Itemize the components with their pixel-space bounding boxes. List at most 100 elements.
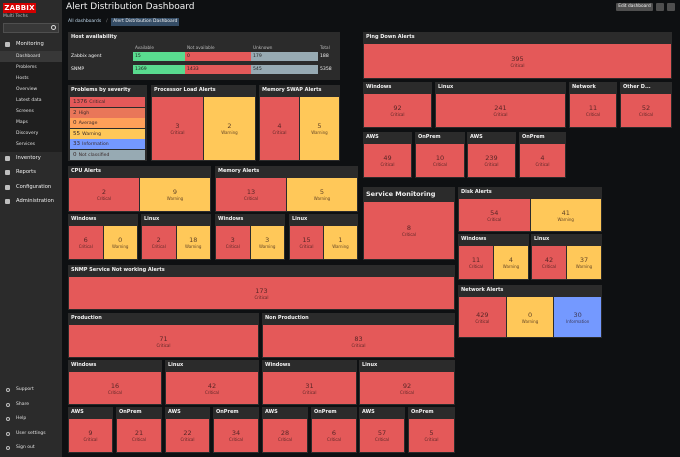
severity-cell[interactable]: 6 Critical (69, 226, 104, 259)
footer-item[interactable]: Help (0, 413, 62, 425)
severity-cell[interactable]: 52 Critical (621, 94, 671, 127)
severity-cell[interactable]: 10 Critical (416, 144, 464, 177)
severity-cell[interactable]: 429 Critical (459, 297, 507, 337)
fullscreen-button[interactable] (667, 3, 675, 11)
submenu-item[interactable]: Latest data (16, 98, 42, 103)
severity-cell[interactable]: 30 Information (554, 297, 602, 337)
severity-label: Warning (557, 216, 574, 222)
widget-title: AWS (470, 134, 483, 140)
severity-cell[interactable]: 2 Critical (142, 226, 177, 259)
severity-cell[interactable]: 42 Critical (532, 246, 567, 279)
menu-item[interactable]: Reports (0, 166, 62, 179)
severity-cell[interactable]: 13 Critical (216, 178, 287, 211)
severity-cell[interactable]: 92 Critical (360, 372, 454, 404)
severity-cell[interactable]: 173 Critical (69, 277, 454, 309)
widget-title: Host availability (71, 34, 117, 40)
severity-cell[interactable]: 6 Critical (312, 419, 356, 452)
footer-item[interactable]: User settings (0, 428, 62, 440)
severity-cell[interactable]: 41 Warning (530, 199, 601, 231)
menu-icon (5, 199, 10, 204)
severity-label: Critical (299, 244, 314, 249)
submenu-item[interactable]: Hosts (16, 76, 29, 81)
widget: Windows 11 Critical 4 Warning (458, 234, 529, 280)
severity-cell[interactable]: 16 Critical (69, 372, 161, 404)
submenu-item[interactable]: Maps (16, 120, 28, 125)
edit-dashboard-button[interactable]: Edit dashboard (616, 3, 653, 11)
severity-cell[interactable]: 37 Warning (567, 246, 601, 279)
search-icon[interactable] (51, 25, 56, 30)
problem-count: 6 (83, 236, 88, 244)
submenu-item[interactable]: Dashboard (0, 51, 62, 62)
severity-cell[interactable]: 3 Critical (152, 97, 204, 160)
severity-cell[interactable]: 241 Critical (436, 94, 565, 127)
menu-item[interactable]: Inventory (0, 152, 62, 165)
severity-cell[interactable]: 28 Critical (263, 419, 307, 452)
severity-cell[interactable]: 5 Warning (300, 97, 339, 160)
menu-item[interactable]: Monitoring (0, 38, 62, 51)
severity-label: Critical (89, 100, 106, 105)
severity-cell[interactable]: 4 Critical (260, 97, 300, 160)
severity-cell[interactable]: 4 Critical (520, 144, 565, 177)
problem-count: 241 (494, 104, 507, 112)
severity-label: Critical (487, 216, 502, 222)
severity-cell[interactable]: 239 Critical (468, 144, 515, 177)
submenu-item[interactable]: Discovery (16, 131, 39, 136)
severity-cell[interactable]: 8 Critical (364, 202, 454, 259)
severity-count: 1376 (73, 99, 88, 105)
logo[interactable]: ZABBIX (3, 3, 36, 13)
severity-cell[interactable]: 5 Critical (409, 419, 454, 452)
submenu-item[interactable]: Services (16, 142, 35, 147)
severity-cell[interactable]: 3 Critical (216, 226, 251, 259)
widget-body: 83 Critical (263, 325, 454, 357)
severity-cell[interactable]: 0 Warning (506, 297, 555, 337)
widget-title: Service Monitoring (366, 190, 436, 198)
severity-cell[interactable]: 0 Warning (103, 226, 137, 259)
breadcrumb[interactable]: Alert Distribution Dashboard (111, 18, 180, 26)
severity-cell[interactable]: 395 Critical (364, 44, 671, 78)
severity-cell[interactable]: 11 Critical (459, 246, 494, 279)
severity-cell[interactable]: 11 Critical (570, 94, 616, 127)
severity-label: Critical (639, 112, 653, 117)
severity-cell[interactable]: 92 Critical (364, 94, 431, 127)
search-box[interactable] (3, 23, 59, 33)
footer-item[interactable]: Sign out (0, 442, 62, 454)
severity-cell[interactable]: 31 Critical (263, 372, 356, 404)
submenu-item[interactable]: Overview (16, 87, 38, 92)
severity-cell[interactable]: 22 Critical (166, 419, 209, 452)
severity-cell[interactable]: 54 Critical (459, 199, 531, 231)
footer-item[interactable]: Share (0, 399, 62, 411)
severity-cell[interactable]: 49 Critical (364, 144, 411, 177)
severity-cell[interactable]: 15 Critical (290, 226, 324, 259)
severity-label: Critical (390, 112, 405, 117)
severity-cell[interactable]: 9 Critical (69, 419, 112, 452)
severity-count: 55 (73, 130, 81, 137)
widget: Host availability Available Not available U… (68, 32, 340, 80)
problem-count: 15 (302, 236, 311, 244)
severity-cell[interactable]: 2 Critical (69, 178, 140, 211)
breadcrumb[interactable]: All dashboards (68, 19, 102, 24)
severity-cell[interactable]: 9 Warning (140, 178, 210, 211)
severity-cell[interactable]: 21 Critical (117, 419, 161, 452)
menu-item[interactable]: Configuration (0, 181, 62, 194)
widget: OnPrem 10 Critical (415, 132, 465, 178)
submenu-item[interactable]: Problems (16, 65, 37, 70)
problem-count: 92 (393, 104, 402, 112)
menu-item[interactable]: Administration (0, 195, 62, 208)
severity-cell[interactable]: 83 Critical (263, 325, 454, 357)
severity-cell[interactable]: 4 Warning (494, 246, 528, 279)
severity-cell[interactable]: 71 Critical (69, 325, 258, 357)
menu-button[interactable] (656, 3, 664, 11)
footer-item[interactable]: Support (0, 384, 62, 396)
severity-cell[interactable]: 57 Critical (360, 419, 404, 452)
widget-title: Problems by severity (71, 87, 131, 93)
severity-cell[interactable]: 18 Warning (176, 226, 210, 259)
severity-cell[interactable]: 2 Warning (204, 97, 255, 160)
widget: OnPrem 21 Critical (116, 407, 162, 453)
widget-title: Memory Alerts (218, 168, 260, 174)
severity-cell[interactable]: 1 Warning (324, 226, 357, 259)
submenu-item[interactable]: Screens (16, 109, 34, 114)
severity-cell[interactable]: 34 Critical (214, 419, 258, 452)
severity-cell[interactable]: 5 Warning (287, 178, 357, 211)
severity-cell[interactable]: 42 Critical (166, 372, 258, 404)
severity-cell[interactable]: 3 Warning (250, 226, 284, 259)
